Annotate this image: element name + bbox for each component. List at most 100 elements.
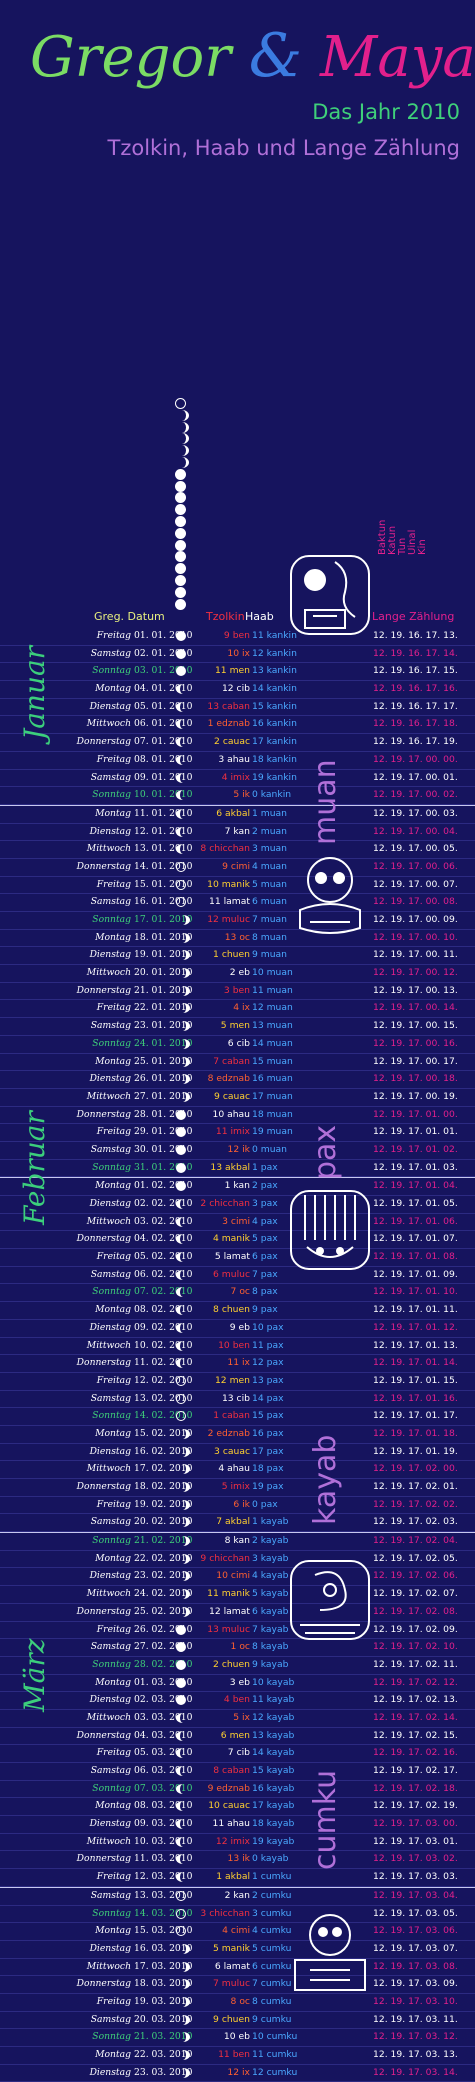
tzolkin-date: 12 muluc — [207, 914, 250, 925]
greg-date: 07. 01. 2010 — [134, 736, 193, 748]
long-count: 12. 19. 17. 00. 12. — [373, 967, 458, 979]
long-count: 12. 19. 17. 03. 02. — [373, 1853, 458, 1865]
moon-phase-icon — [176, 1162, 186, 1173]
greg-date: 22. 01. 2010 — [134, 1002, 193, 1014]
weekday: Freitag — [96, 753, 131, 765]
haab-date: 7 cumku — [252, 1978, 292, 1990]
haab-date: 5 cumku — [252, 1942, 292, 1954]
moon-phase-column — [174, 398, 189, 610]
moon-phase-icon — [176, 1446, 190, 1457]
long-count: 12. 19. 17. 00. 03. — [373, 807, 458, 819]
greg-date: 11. 02. 2010 — [134, 1357, 193, 1369]
tzolkin-date: 5 lamat — [214, 1251, 250, 1263]
table-row: Samstag 06. 02. 2010 6 muluc 7 pax 12. 19. 1… — [0, 1267, 475, 1285]
weekday: Mittwoch — [86, 1339, 131, 1351]
tzolkin-date: 10 eb — [223, 2031, 250, 2043]
haab-date: 11 cumku — [252, 2049, 298, 2060]
long-count: 12. 19. 17. 02. 08. — [373, 1605, 458, 1617]
greg-date: 13. 03. 2010 — [134, 1889, 193, 1901]
haab-date: 19 muan — [252, 1126, 293, 1138]
tzolkin-date: 2 cauac — [214, 736, 250, 748]
muan-glyph-icon — [299, 857, 361, 934]
greg-date: 08. 01. 2010 — [134, 753, 193, 765]
long-count: 12. 19. 17. 03. 01. — [373, 1835, 458, 1847]
haab-date: 17 pax — [252, 1445, 284, 1457]
haab-date: 18 kayab — [252, 1818, 295, 1830]
table-row: Sonntag 24. 01. 2010 6 cib 14 muan 12. 19. 1… — [0, 1036, 475, 1054]
long-count: 12. 19. 17. 02. 14. — [373, 1711, 458, 1723]
tzolkin-date: 4 ben — [223, 1694, 250, 1706]
weekday: Samstag — [90, 2013, 131, 2025]
moon-phase-icon — [176, 1589, 190, 1600]
long-count: 12. 19. 17. 02. 19. — [373, 1800, 458, 1812]
weekday: Sonntag — [92, 1286, 131, 1298]
title-ampersand: & — [248, 21, 303, 91]
moon-phase-icon — [176, 1908, 186, 1919]
greg-date: 10. 01. 2010 — [134, 789, 193, 801]
greg-date: 15. 02. 2010 — [134, 1427, 193, 1439]
tzolkin-date: 4 manik — [212, 1233, 250, 1245]
greg-date: 01. 02. 2010 — [134, 1180, 193, 1192]
table-row: Samstag 20. 02. 2010 7 akbal 1 kayab 12. 19.… — [0, 1514, 475, 1533]
table-row: Mittwoch 06. 01. 2010 1 edznab 16 kankin 12.… — [0, 716, 475, 735]
long-count: 12. 19. 16. 17. 16. — [373, 683, 458, 695]
moon-phase-icon — [176, 666, 186, 677]
haab-month-cumku: cumku — [308, 1769, 343, 1870]
table-row: Dienstag 19. 01. 2010 1 chuen 9 muan 12. 19.… — [0, 947, 475, 966]
long-count: 12. 19. 17. 02. 17. — [373, 1765, 458, 1776]
tzolkin-date: 8 caban — [213, 1765, 250, 1776]
weekday: Montag — [95, 1925, 131, 1937]
long-count: 12. 19. 17. 03. 03. — [373, 1871, 458, 1883]
table-row: Montag 01. 03. 2010 3 eb 10 kayab 12. 19. 17… — [0, 1675, 475, 1693]
long-count: 12. 19. 17. 02. 16. — [373, 1747, 458, 1759]
greg-date: 11. 03. 2010 — [134, 1853, 193, 1865]
table-row: Montag 18. 01. 2010 13 oc 8 muan 12. 19. 17.… — [0, 930, 475, 948]
table-row: Sonntag 14. 03. 2010 3 chicchan 3 cumku 12. … — [0, 1906, 475, 1924]
tzolkin-date: 2 edznab — [207, 1427, 250, 1439]
greg-date: 09. 02. 2010 — [134, 1321, 193, 1333]
long-count: 12. 19. 17. 03. 07. — [373, 1942, 458, 1954]
table-row: Samstag 30. 01. 2010 12 ik 0 muan 12. 19. 17… — [0, 1142, 475, 1160]
moon-phase-icon — [176, 1144, 186, 1155]
moon-phase-icon — [176, 1499, 190, 1510]
long-count: 12. 19. 17. 02. 18. — [373, 1782, 458, 1794]
weekday: Montag — [95, 1676, 131, 1688]
weekday: Donnerstag — [76, 1481, 131, 1492]
weekday: Freitag — [96, 1126, 131, 1138]
table-row: Samstag 16. 01. 2010 11 lamat 6 muan 12. 19.… — [0, 894, 475, 912]
table-row: Samstag 09. 01. 2010 4 imix 19 kankin 12. 19… — [0, 770, 475, 788]
long-count: 12. 19. 17. 03. 00. — [373, 1818, 458, 1830]
long-count: 12. 19. 17. 01. 16. — [373, 1392, 458, 1404]
moon-phase-icon — [176, 1074, 190, 1085]
weekday: Donnerstag — [76, 1357, 131, 1369]
weekday: Freitag — [96, 1498, 131, 1510]
haab-date: 3 muan — [252, 843, 287, 855]
table-row: Samstag 13. 02. 2010 13 cib 14 pax 12. 19. 1… — [0, 1391, 475, 1409]
moon-phase-icon — [176, 1872, 190, 1883]
column-header-haab: Haab — [245, 610, 274, 623]
long-count: 12. 19. 17. 00. 14. — [373, 1002, 458, 1014]
moon-phase-icon — [176, 1748, 190, 1759]
haab-date: 9 kayab — [252, 1658, 289, 1670]
weekday: Freitag — [96, 1747, 131, 1759]
haab-date: 14 pax — [252, 1392, 284, 1404]
moon-phase-icon — [176, 950, 190, 961]
haab-date: 10 kayab — [252, 1676, 295, 1688]
tzolkin-date: 5 imix — [221, 1481, 250, 1492]
haab-date: 11 muan — [252, 984, 293, 996]
long-count: 12. 19. 17. 00. 13. — [373, 984, 458, 996]
tzolkin-date: 5 men — [220, 1020, 250, 1032]
tzolkin-date: 5 ix — [233, 1711, 250, 1723]
greg-date: 18. 02. 2010 — [134, 1481, 193, 1492]
moon-phase-icon — [175, 586, 186, 598]
long-count: 12. 19. 17. 03. 05. — [373, 1907, 458, 1919]
moon-phase-icon — [176, 701, 190, 712]
moon-phase-icon — [176, 932, 190, 943]
table-row: Sonntag 28. 02. 2010 2 chuen 9 kayab 12. 19.… — [0, 1657, 475, 1675]
greg-date: 07. 02. 2010 — [134, 1286, 193, 1298]
haab-date: 5 muan — [252, 878, 287, 890]
long-count: 12. 19. 17. 00. 05. — [373, 843, 458, 855]
tzolkin-date: 12 ix — [227, 2066, 250, 2078]
table-row: Dienstag 23. 03. 2010 12 ix 12 cumku 12. 19.… — [0, 2065, 475, 2082]
long-count: 12. 19. 17. 00. 19. — [373, 1090, 458, 1102]
